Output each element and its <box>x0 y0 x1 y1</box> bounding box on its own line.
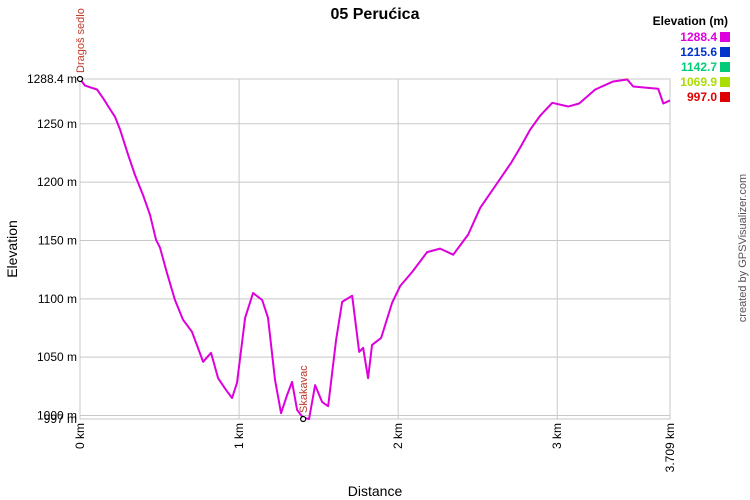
x-tick-label: 2 km <box>391 423 405 449</box>
legend-swatch <box>720 32 730 42</box>
waypoint-label: Dragoš sedlo <box>75 8 87 73</box>
legend-swatch <box>720 92 730 102</box>
y-tick-label: 1000 m <box>37 408 77 422</box>
legend-label: 1142.7 <box>681 60 717 74</box>
legend-label: 1288.4 <box>680 30 717 44</box>
y-tick-label: 1288.4 m <box>27 72 77 86</box>
waypoint-marker <box>300 415 307 423</box>
y-tick-label: 1250 m <box>37 117 77 131</box>
y-tick-label: 1200 m <box>37 175 77 189</box>
legend-swatch <box>720 47 730 57</box>
y-tick-label: 1150 m <box>38 233 77 247</box>
y-axis-label: Elevation <box>4 220 20 278</box>
chart-title: 05 Perućica <box>331 6 420 23</box>
waypoint-label: Skakavac <box>298 365 310 413</box>
x-tick-label: 0 km <box>73 423 87 449</box>
x-tick-label: 3 km <box>550 423 564 449</box>
legend-swatch <box>720 77 730 87</box>
y-tick-label: 1050 m <box>37 350 77 364</box>
legend-swatch <box>720 62 730 72</box>
credit: created by GPSVisualizer.com <box>737 174 749 322</box>
plot-frame <box>79 78 671 420</box>
elevation-line <box>79 78 671 420</box>
y-tick-label: 997 m <box>44 412 77 426</box>
y-tick-label: 1100 m <box>38 292 77 306</box>
legend-label: 1215.6 <box>680 45 717 59</box>
waypoint-marker <box>76 75 84 83</box>
legend-label: 997.0 <box>687 90 717 104</box>
x-tick-label: 3.709 km <box>663 423 677 472</box>
legend-title: Elevation (m) <box>653 14 728 28</box>
x-axis-label: Distance <box>348 483 403 499</box>
x-tick-label: 1 km <box>232 423 246 449</box>
legend-label: 1069.9 <box>680 75 717 89</box>
